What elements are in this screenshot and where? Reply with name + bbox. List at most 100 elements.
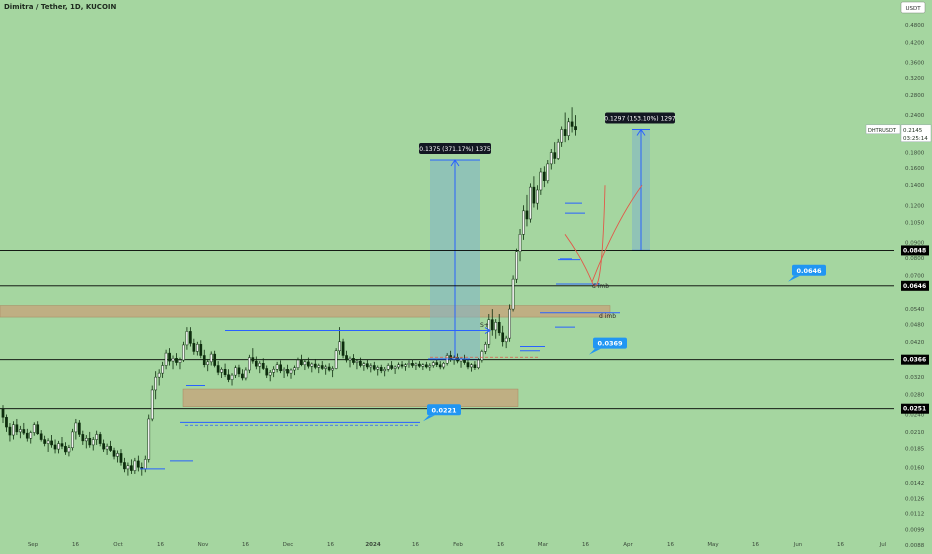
candle[interactable]: [268, 370, 272, 382]
candle[interactable]: [209, 351, 213, 366]
candle[interactable]: [143, 455, 147, 473]
candle[interactable]: [230, 373, 234, 386]
candle[interactable]: [570, 107, 574, 133]
candle[interactable]: [286, 364, 289, 377]
projection-path-1[interactable]: [564, 185, 606, 287]
candle[interactable]: [32, 422, 36, 436]
candle[interactable]: [251, 348, 255, 364]
candle[interactable]: [390, 361, 393, 371]
candle[interactable]: [560, 126, 564, 147]
candle[interactable]: [91, 436, 95, 451]
candle[interactable]: [119, 449, 123, 466]
candle[interactable]: [133, 457, 137, 474]
candle[interactable]: [300, 354, 303, 367]
candle[interactable]: [154, 371, 158, 400]
candle[interactable]: [84, 435, 88, 449]
candle[interactable]: [324, 364, 328, 375]
candle[interactable]: [536, 185, 539, 210]
candle[interactable]: [130, 459, 133, 474]
candle[interactable]: [428, 363, 432, 371]
candle[interactable]: [136, 455, 140, 472]
candle[interactable]: [77, 420, 81, 437]
candle[interactable]: [241, 369, 244, 381]
candle[interactable]: [126, 462, 130, 476]
candle[interactable]: [404, 363, 407, 371]
candle[interactable]: [168, 348, 171, 366]
candle[interactable]: [383, 366, 387, 377]
candle[interactable]: [105, 443, 109, 455]
candle[interactable]: [345, 350, 348, 363]
candle[interactable]: [414, 362, 418, 371]
currency-badge[interactable]: [900, 1, 926, 14]
candle[interactable]: [265, 365, 269, 378]
candle[interactable]: [313, 358, 317, 370]
candle[interactable]: [8, 422, 12, 442]
candle[interactable]: [418, 361, 421, 368]
candle[interactable]: [43, 435, 46, 447]
candle[interactable]: [261, 358, 265, 371]
candle[interactable]: [490, 309, 494, 336]
candle[interactable]: [320, 361, 324, 371]
candle[interactable]: [563, 112, 567, 143]
candle[interactable]: [334, 348, 338, 370]
candle[interactable]: [483, 341, 487, 355]
price-callout[interactable]: [792, 264, 826, 276]
candle[interactable]: [189, 327, 192, 347]
candle[interactable]: [407, 360, 411, 368]
candle[interactable]: [161, 361, 164, 378]
candle[interactable]: [372, 361, 376, 371]
candle[interactable]: [574, 115, 577, 136]
candle[interactable]: [424, 361, 428, 369]
candle[interactable]: [327, 363, 331, 372]
candle[interactable]: [22, 422, 26, 436]
candle[interactable]: [60, 436, 64, 450]
candle[interactable]: [470, 363, 473, 372]
candle[interactable]: [223, 363, 227, 378]
candle[interactable]: [539, 167, 543, 195]
candle[interactable]: [64, 442, 67, 455]
candle[interactable]: [275, 361, 279, 373]
candle[interactable]: [348, 356, 352, 368]
candle[interactable]: [556, 138, 560, 161]
candle[interactable]: [171, 355, 175, 370]
candle[interactable]: [438, 361, 442, 370]
candle[interactable]: [202, 349, 206, 368]
candle[interactable]: [442, 361, 446, 370]
candle[interactable]: [192, 338, 196, 355]
candle[interactable]: [386, 363, 390, 372]
candle[interactable]: [525, 194, 529, 227]
candle[interactable]: [508, 304, 511, 342]
projection-path-2[interactable]: [591, 184, 643, 283]
candle[interactable]: [258, 361, 262, 374]
candle[interactable]: [400, 361, 404, 369]
candle[interactable]: [1, 405, 5, 423]
candle[interactable]: [282, 367, 286, 378]
supply-zone[interactable]: [0, 305, 611, 318]
candle[interactable]: [567, 117, 570, 141]
candle[interactable]: [216, 361, 220, 376]
candle[interactable]: [98, 431, 102, 447]
candle[interactable]: [206, 358, 210, 372]
candle[interactable]: [109, 440, 112, 452]
candle[interactable]: [220, 367, 223, 378]
candle[interactable]: [244, 367, 248, 381]
candle[interactable]: [411, 359, 414, 368]
candle[interactable]: [435, 358, 439, 367]
candle[interactable]: [164, 349, 168, 370]
candle[interactable]: [515, 248, 518, 284]
candle[interactable]: [296, 357, 300, 371]
candle[interactable]: [303, 360, 307, 371]
candle[interactable]: [546, 160, 550, 184]
candle[interactable]: [553, 142, 557, 164]
candle[interactable]: [310, 362, 314, 373]
price-callout[interactable]: [593, 337, 627, 349]
candle[interactable]: [12, 421, 15, 440]
candle[interactable]: [57, 440, 60, 454]
candle[interactable]: [522, 205, 525, 240]
candle[interactable]: [5, 414, 8, 432]
candle[interactable]: [46, 438, 50, 452]
candle[interactable]: [175, 353, 178, 366]
candle[interactable]: [338, 327, 341, 355]
demand-zone[interactable]: [182, 388, 519, 407]
